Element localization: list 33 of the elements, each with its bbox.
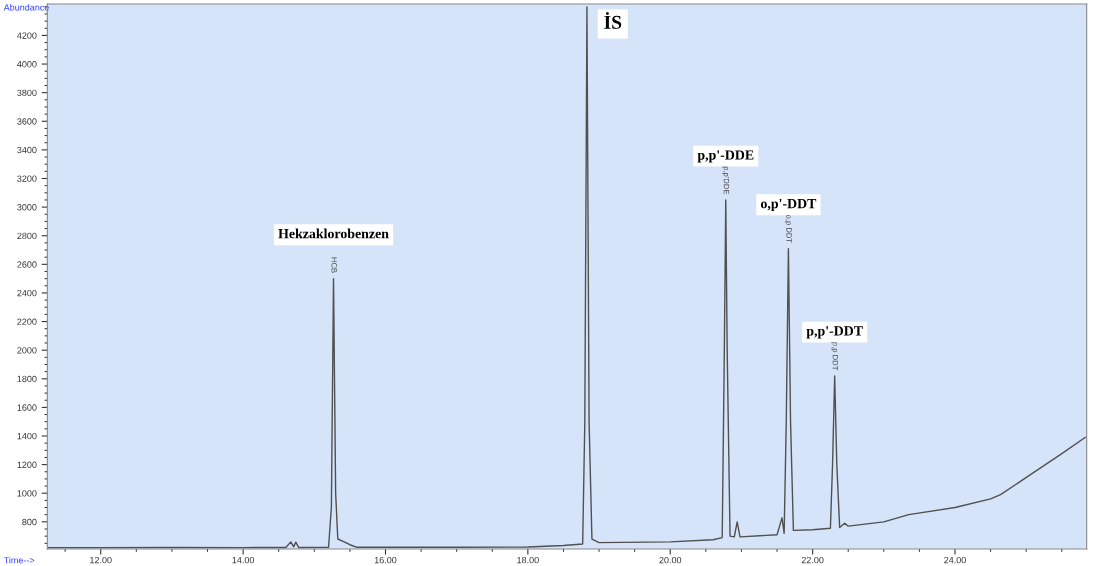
y-tick-label: 1000 xyxy=(17,490,37,497)
annotation: p,p'-DDE xyxy=(697,150,754,163)
line-series xyxy=(47,6,1086,549)
x-tick-label: 14.00 xyxy=(232,556,255,564)
y-tick-label: 1800 xyxy=(17,375,37,383)
y-tick-label: 1200 xyxy=(17,461,37,468)
y-tick-label: 2600 xyxy=(17,261,37,268)
x-tick-label: 12.00 xyxy=(90,556,112,564)
annotation: Hekzaklorobenzen xyxy=(278,228,389,239)
y-tick-label: 4200 xyxy=(17,32,37,39)
x-tick-label: 24.00 xyxy=(944,556,966,564)
y-tick-label: 1400 xyxy=(17,432,37,440)
y-tick-label: 2200 xyxy=(17,318,37,325)
y-tick-label: 3600 xyxy=(17,118,37,125)
x-axis-title: Time--> xyxy=(3,556,35,564)
y-tick-label: 3200 xyxy=(17,175,37,182)
y-tick-label: 3800 xyxy=(17,89,37,97)
y-tick-label: 2000 xyxy=(17,347,37,354)
y-tick-label: 2800 xyxy=(17,232,37,240)
annotation: p,p'-DDT xyxy=(806,326,863,339)
y-axis-title: Abundance xyxy=(3,3,49,11)
y-tick-label: 2400 xyxy=(17,289,37,297)
annotation: o,p'-DDT xyxy=(760,199,817,212)
y-tick-label: 3400 xyxy=(17,146,37,154)
y-tick-label: 4000 xyxy=(17,61,37,68)
x-tick-label: 22.00 xyxy=(801,556,824,564)
x-tick-label: 16.00 xyxy=(374,556,397,564)
y-tick-label: 800 xyxy=(22,518,37,526)
x-tick-label: 20.00 xyxy=(659,556,682,564)
y-tick-label: 1600 xyxy=(17,404,37,411)
x-tick-label: 18.00 xyxy=(517,556,539,564)
annotation: İS xyxy=(604,12,622,29)
y-tick-label: 3000 xyxy=(17,204,37,211)
